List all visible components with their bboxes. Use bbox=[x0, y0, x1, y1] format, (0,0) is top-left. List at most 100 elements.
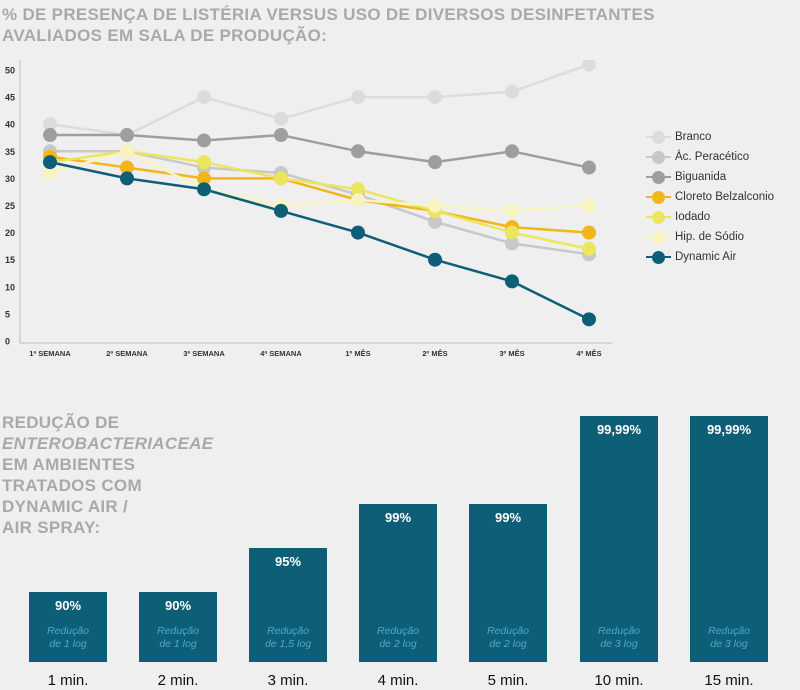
data-point bbox=[582, 312, 596, 327]
bar-subtitle: Redução bbox=[598, 625, 640, 637]
bar-subtitle: de 3 log bbox=[710, 638, 748, 650]
y-tick-label: 25 bbox=[5, 201, 15, 211]
data-point bbox=[505, 144, 519, 159]
data-point bbox=[120, 171, 134, 186]
legend-marker bbox=[646, 210, 671, 224]
bar-category-label: 5 min. bbox=[488, 672, 529, 689]
data-point bbox=[505, 274, 519, 289]
bar-value-label: 99,99% bbox=[707, 422, 752, 437]
data-point bbox=[351, 144, 365, 159]
legend-marker bbox=[646, 130, 671, 144]
bar-subtitle: Redução bbox=[267, 625, 309, 637]
y-tick-label: 10 bbox=[5, 282, 15, 292]
bar-value-label: 99% bbox=[385, 510, 411, 525]
x-tick-label: 1º MÊS bbox=[345, 349, 370, 358]
y-tick-label: 40 bbox=[5, 120, 15, 130]
bar-subtitle: de 2 log bbox=[489, 638, 527, 650]
data-point bbox=[197, 133, 211, 148]
legend-item: Branco bbox=[646, 127, 774, 147]
series-line-iodado bbox=[49, 150, 590, 251]
bar-category-label: 2 min. bbox=[158, 672, 199, 689]
legend-marker bbox=[646, 170, 671, 184]
line-chart-title-line1: % DE PRESENÇA DE LISTÉRIA VERSUS USO DE … bbox=[2, 5, 655, 24]
x-tick-label: 2ª SEMANA bbox=[106, 349, 148, 358]
bar bbox=[690, 416, 768, 662]
x-tick-label: 1ª SEMANA bbox=[29, 349, 71, 358]
x-tick-label: 3ª SEMANA bbox=[183, 349, 225, 358]
bar-category-label: 15 min. bbox=[704, 672, 753, 689]
data-point bbox=[197, 182, 211, 197]
data-point bbox=[43, 128, 57, 143]
series-line-branco bbox=[49, 63, 590, 137]
bar bbox=[580, 416, 658, 662]
legend-item: Hip. de Sódio bbox=[646, 227, 774, 247]
data-point bbox=[120, 128, 134, 143]
bar-subtitle: de 2 log bbox=[379, 638, 417, 650]
series-line-dynamic-air bbox=[49, 160, 590, 321]
data-point bbox=[505, 203, 519, 218]
legend-label: Biguanida bbox=[675, 171, 727, 183]
bar-title-line: EM AMBIENTES bbox=[2, 455, 136, 474]
data-point bbox=[582, 60, 596, 72]
y-tick-label: 45 bbox=[5, 93, 15, 103]
data-point bbox=[351, 225, 365, 240]
legend-item: Ác. Peracético bbox=[646, 147, 774, 167]
legend-label: Ác. Peracético bbox=[675, 151, 750, 163]
data-point bbox=[274, 111, 288, 126]
y-tick-label: 0 bbox=[5, 337, 10, 347]
bar-value-label: 95% bbox=[275, 554, 301, 569]
y-tick-label: 50 bbox=[5, 66, 15, 76]
data-point bbox=[43, 155, 57, 170]
data-point bbox=[351, 182, 365, 197]
legend-label: Branco bbox=[675, 131, 712, 143]
data-point bbox=[505, 84, 519, 99]
legend-label: Dynamic Air bbox=[675, 251, 737, 263]
bar-subtitle: de 1 log bbox=[159, 638, 197, 650]
bar bbox=[359, 504, 437, 662]
legend-label: Hip. de Sódio bbox=[675, 231, 745, 243]
bar-title-line: REDUÇÃO DE bbox=[2, 413, 120, 432]
bar-value-label: 99,99% bbox=[597, 422, 642, 437]
line-chart: 0 5 10 15 20 25 30 35 40 45 50 1ª SEMANA 2ª SEMANA 3ª… bbox=[5, 60, 612, 358]
data-point bbox=[43, 165, 57, 180]
data-point bbox=[197, 90, 211, 105]
legend-marker bbox=[646, 150, 671, 164]
legend-marker bbox=[646, 230, 671, 244]
y-tick-label: 5 bbox=[5, 309, 10, 319]
bar bbox=[29, 592, 107, 662]
line-chart-title-line2: AVALIADOS EM SALA DE PRODUÇÃO: bbox=[2, 26, 328, 45]
bar-title-line: TRATADOS COM bbox=[2, 476, 142, 495]
legend-item: Biguanida bbox=[646, 167, 774, 187]
data-point bbox=[197, 171, 211, 186]
data-point bbox=[582, 225, 596, 240]
data-point bbox=[428, 155, 442, 170]
x-tick-label: 4ª SEMANA bbox=[260, 349, 302, 358]
data-point bbox=[120, 144, 134, 159]
series-line-cloreto-belzalconio bbox=[49, 155, 590, 234]
legend-item: Dynamic Air bbox=[646, 247, 774, 267]
data-point bbox=[274, 128, 288, 143]
line-chart-title: % DE PRESENÇA DE LISTÉRIA VERSUS USO DE … bbox=[2, 4, 762, 46]
bar-title-line: DYNAMIC AIR / bbox=[2, 497, 129, 516]
data-point bbox=[428, 214, 442, 229]
bar-subtitle: Redução bbox=[487, 625, 529, 637]
bar-value-label: 99% bbox=[495, 510, 521, 525]
legend-label: Cloreto Belzalconio bbox=[675, 191, 775, 203]
data-point bbox=[120, 160, 134, 175]
bar-title-line: ENTEROBACTERIACEAE bbox=[2, 434, 214, 453]
data-point bbox=[582, 160, 596, 175]
bar bbox=[469, 504, 547, 662]
bar-category-label: 3 min. bbox=[268, 672, 309, 689]
bar-subtitle: Redução bbox=[157, 625, 199, 637]
bar-category-label: 10 min. bbox=[594, 672, 643, 689]
data-point bbox=[274, 203, 288, 218]
data-point bbox=[428, 90, 442, 105]
bar-subtitle: Redução bbox=[708, 625, 750, 637]
legend-item: Iodado bbox=[646, 207, 774, 227]
data-point bbox=[582, 198, 596, 213]
data-point bbox=[428, 252, 442, 267]
data-point bbox=[351, 90, 365, 105]
data-point bbox=[274, 171, 288, 186]
legend-item: Cloreto Belzalconio bbox=[646, 187, 775, 207]
